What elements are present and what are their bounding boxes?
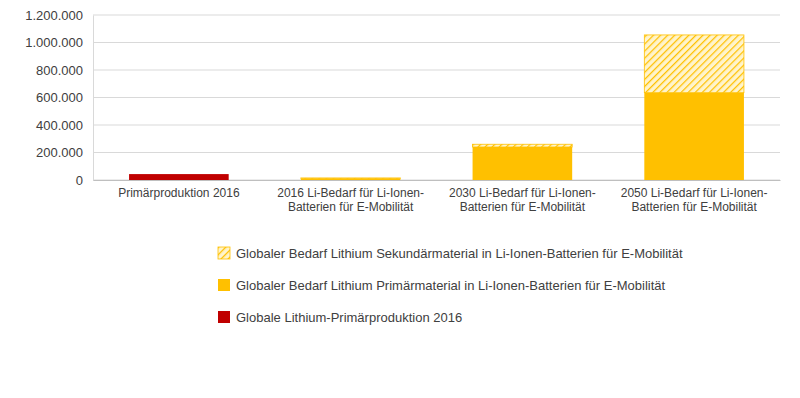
legend-swatch: [218, 311, 230, 323]
bar: [301, 177, 401, 178]
legend-label: Globale Lithium-Primärproduktion 2016: [236, 310, 462, 325]
x-axis-line: [94, 180, 781, 181]
y-tick: 800.000: [36, 63, 93, 78]
x-tick-label-line: 2016 Li-Bedarf für Li-Ionen-: [277, 186, 424, 200]
x-tick: 2016 Li-Bedarf für Li-Ionen-Batterien fü…: [277, 180, 424, 214]
x-tick-label: 2016 Li-Bedarf für Li-Ionen-Batterien fü…: [277, 186, 424, 214]
legend-swatch: [218, 247, 230, 259]
y-tick-label: 800.000: [36, 63, 83, 78]
x-tick-label-line: Batterien für E-Mobilität: [460, 200, 586, 214]
x-tick: 2030 Li-Bedarf für Li-Ionen-Batterien fü…: [449, 180, 596, 214]
y-tick-label: 0: [76, 173, 83, 188]
legend-swatch: [218, 279, 230, 291]
chart: 0 200.000 400.000 600.000 800.000 1.000.000 1.…: [0, 0, 800, 398]
bar: [129, 174, 229, 180]
y-tick-label: 600.000: [36, 90, 83, 105]
legend-item: Globaler Bedarf Lithium Sekundärmaterial…: [218, 246, 683, 261]
x-tick-label-line: Batterien für E-Mobilität: [631, 200, 757, 214]
y-tick-label: 200.000: [36, 145, 83, 160]
y-axis-line: [93, 16, 94, 181]
legend-item: Globale Lithium-Primärproduktion 2016: [218, 310, 462, 325]
bar: [644, 35, 744, 93]
legend-label: Globaler Bedarf Lithium Primärmaterial i…: [236, 278, 666, 293]
y-tick: 1.200.000: [25, 8, 93, 23]
bar: [644, 93, 744, 180]
x-tick: 2050 Li-Bedarf für Li-Ionen-Batterien fü…: [621, 180, 768, 214]
legend: Globaler Bedarf Lithium Sekundärmaterial…: [218, 246, 683, 325]
grid: [93, 15, 780, 180]
x-tick-label-line: Primärproduktion 2016: [118, 186, 240, 200]
bar: [473, 147, 573, 180]
y-tick: 1.000.000: [25, 35, 93, 50]
x-tick-label: 2030 Li-Bedarf für Li-Ionen-Batterien fü…: [449, 186, 596, 214]
y-tick-label: 400.000: [36, 118, 83, 133]
x-tick-label: Primärproduktion 2016: [118, 186, 240, 200]
x-tick-label-line: 2050 Li-Bedarf für Li-Ionen-: [621, 186, 768, 200]
y-axis: 0 200.000 400.000 600.000 800.000 1.000.000 1.…: [25, 8, 93, 188]
bar: [301, 178, 401, 180]
y-tick: 0: [76, 173, 93, 188]
x-tick-label-line: Batterien für E-Mobilität: [288, 200, 414, 214]
bars: [129, 35, 744, 180]
plot: 0 200.000 400.000 600.000 800.000 1.000.000 1.…: [25, 8, 780, 214]
x-tick-label: 2050 Li-Bedarf für Li-Ionen-Batterien fü…: [621, 186, 768, 214]
y-tick-label: 1.000.000: [25, 35, 83, 50]
grid-line: [93, 15, 780, 16]
legend-label: Globaler Bedarf Lithium Sekundärmaterial…: [236, 246, 683, 261]
y-tick-label: 1.200.000: [25, 8, 83, 23]
y-tick: 200.000: [36, 145, 93, 160]
y-tick: 600.000: [36, 90, 93, 105]
x-tick: Primärproduktion 2016: [118, 180, 240, 200]
y-tick: 400.000: [36, 118, 93, 133]
legend-item: Globaler Bedarf Lithium Primärmaterial i…: [218, 278, 666, 293]
bar: [473, 144, 573, 147]
x-axis: Primärproduktion 2016 2016 Li-Bedarf für …: [94, 180, 781, 214]
x-tick-label-line: 2030 Li-Bedarf für Li-Ionen-: [449, 186, 596, 200]
